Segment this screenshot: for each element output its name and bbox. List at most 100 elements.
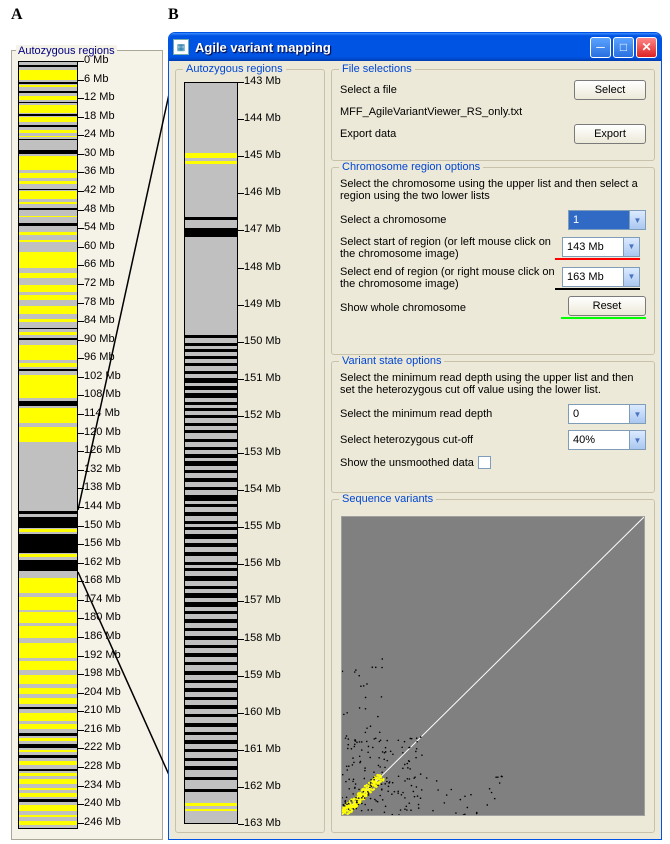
tick-label: 154 Mb — [244, 483, 281, 495]
tick-label: 36 Mb — [84, 165, 115, 177]
start-region-select[interactable]: 143 Mb — [562, 237, 640, 257]
tick-label: 222 Mb — [84, 741, 121, 753]
hetero-cutoff-select[interactable]: 40% — [568, 430, 646, 450]
chromosome-options-groupbox: Chromosome region options Select the chr… — [331, 167, 655, 355]
start-underline — [555, 258, 640, 260]
tick-label: 18 Mb — [84, 110, 115, 122]
tick-label: 114 Mb — [84, 407, 120, 419]
tick-label: 120 Mb — [84, 426, 121, 438]
panel-b-chromosome-column[interactable] — [184, 82, 238, 824]
tick-label: 54 Mb — [84, 221, 115, 233]
chevron-down-icon — [629, 405, 645, 423]
panel-a: Autozygous regions 0 Mb6 Mb12 Mb18 Mb24 … — [11, 50, 163, 840]
end-region-value: 163 Mb — [567, 271, 604, 283]
tick-label: 96 Mb — [84, 351, 115, 363]
maximize-button[interactable]: □ — [613, 37, 634, 58]
reset-button[interactable]: Reset — [568, 296, 646, 316]
tick-label: 156 Mb — [84, 537, 121, 549]
chevron-down-icon — [629, 431, 645, 449]
variant-state-header: Variant state options — [339, 355, 444, 367]
tick-label: 152 Mb — [244, 409, 281, 421]
sequence-variants-plot[interactable] — [341, 516, 645, 816]
export-button[interactable]: Export — [574, 124, 646, 144]
tick-label: 186 Mb — [84, 630, 121, 642]
hetero-cutoff-value: 40% — [573, 434, 595, 446]
select-file-label: Select a file — [340, 84, 561, 96]
tick-label: 146 Mb — [244, 186, 281, 198]
tick-label: 159 Mb — [244, 669, 281, 681]
tick-label: 204 Mb — [84, 686, 121, 698]
tick-label: 126 Mb — [84, 444, 121, 456]
chromosome-value: 1 — [573, 214, 579, 226]
chevron-down-icon — [623, 268, 639, 286]
autozygous-header: Autozygous regions — [183, 63, 286, 75]
tick-label: 149 Mb — [244, 298, 281, 310]
tick-label: 144 Mb — [84, 500, 121, 512]
tick-label: 108 Mb — [84, 388, 121, 400]
tick-label: 12 Mb — [84, 91, 115, 103]
chromosome-select[interactable]: 1 — [568, 210, 646, 230]
min-depth-select[interactable]: 0 — [568, 404, 646, 424]
panel-a-chromosome-column[interactable] — [18, 61, 78, 829]
select-file-button[interactable]: Select — [574, 80, 646, 100]
tick-label: 174 Mb — [84, 593, 121, 605]
tick-label: 102 Mb — [84, 370, 121, 382]
variant-state-groupbox: Variant state options Select the minimum… — [331, 361, 655, 493]
tick-label: 144 Mb — [244, 112, 281, 124]
tick-label: 160 Mb — [244, 706, 281, 718]
tick-label: 156 Mb — [244, 557, 281, 569]
tick-label: 180 Mb — [84, 611, 121, 623]
tick-label: 158 Mb — [244, 632, 281, 644]
end-underline — [555, 288, 640, 290]
unsmoothed-checkbox[interactable] — [478, 456, 491, 469]
tick-label: 143 Mb — [244, 75, 281, 87]
chevron-down-icon — [623, 238, 639, 256]
reset-underline — [561, 317, 646, 319]
min-depth-label: Select the minimum read depth — [340, 408, 561, 420]
tick-label: 0 Mb — [84, 54, 108, 66]
panel-b: ▦ Agile variant mapping ─ □ ✕ Autozygous… — [168, 32, 662, 840]
tick-label: 234 Mb — [84, 779, 121, 791]
close-button[interactable]: ✕ — [636, 37, 657, 58]
panel-a-label: A — [11, 6, 23, 24]
tick-label: 155 Mb — [244, 520, 281, 532]
tick-label: 150 Mb — [84, 519, 121, 531]
tick-label: 240 Mb — [84, 797, 121, 809]
tick-label: 148 Mb — [244, 261, 281, 273]
tick-label: 162 Mb — [244, 780, 281, 792]
tick-label: 151 Mb — [244, 372, 281, 384]
file-selections-header: File selections — [339, 63, 415, 75]
minimize-button[interactable]: ─ — [590, 37, 611, 58]
tick-label: 150 Mb — [244, 335, 281, 347]
window-title: Agile variant mapping — [195, 40, 590, 55]
tick-label: 163 Mb — [244, 817, 281, 829]
tick-label: 132 Mb — [84, 463, 121, 475]
tick-label: 192 Mb — [84, 649, 121, 661]
chevron-down-icon — [629, 211, 645, 229]
tick-label: 78 Mb — [84, 296, 115, 308]
tick-label: 6 Mb — [84, 73, 108, 85]
app-window: ▦ Agile variant mapping ─ □ ✕ Autozygous… — [168, 32, 662, 840]
tick-label: 90 Mb — [84, 333, 115, 345]
filename-text: MFF_AgileVariantViewer_RS_only.txt — [340, 106, 646, 118]
tick-label: 210 Mb — [84, 704, 121, 716]
tick-label: 161 Mb — [244, 743, 281, 755]
export-data-label: Export data — [340, 128, 561, 140]
tick-label: 198 Mb — [84, 667, 121, 679]
tick-label: 138 Mb — [84, 481, 121, 493]
tick-label: 157 Mb — [244, 594, 281, 606]
tick-label: 228 Mb — [84, 760, 121, 772]
tick-label: 147 Mb — [244, 223, 281, 235]
hetero-cutoff-label: Select heterozygous cut-off — [340, 434, 561, 446]
select-chromosome-label: Select a chromosome — [340, 214, 561, 226]
tick-label: 24 Mb — [84, 128, 115, 140]
tick-label: 145 Mb — [244, 149, 281, 161]
sequence-variants-groupbox: Sequence variants — [331, 499, 655, 833]
tick-label: 30 Mb — [84, 147, 115, 159]
tick-label: 66 Mb — [84, 258, 115, 270]
tick-label: 72 Mb — [84, 277, 115, 289]
panel-b-label: B — [168, 6, 179, 24]
end-region-select[interactable]: 163 Mb — [562, 267, 640, 287]
end-region-label: Select end of region (or right mouse cli… — [340, 266, 555, 290]
tick-label: 42 Mb — [84, 184, 115, 196]
